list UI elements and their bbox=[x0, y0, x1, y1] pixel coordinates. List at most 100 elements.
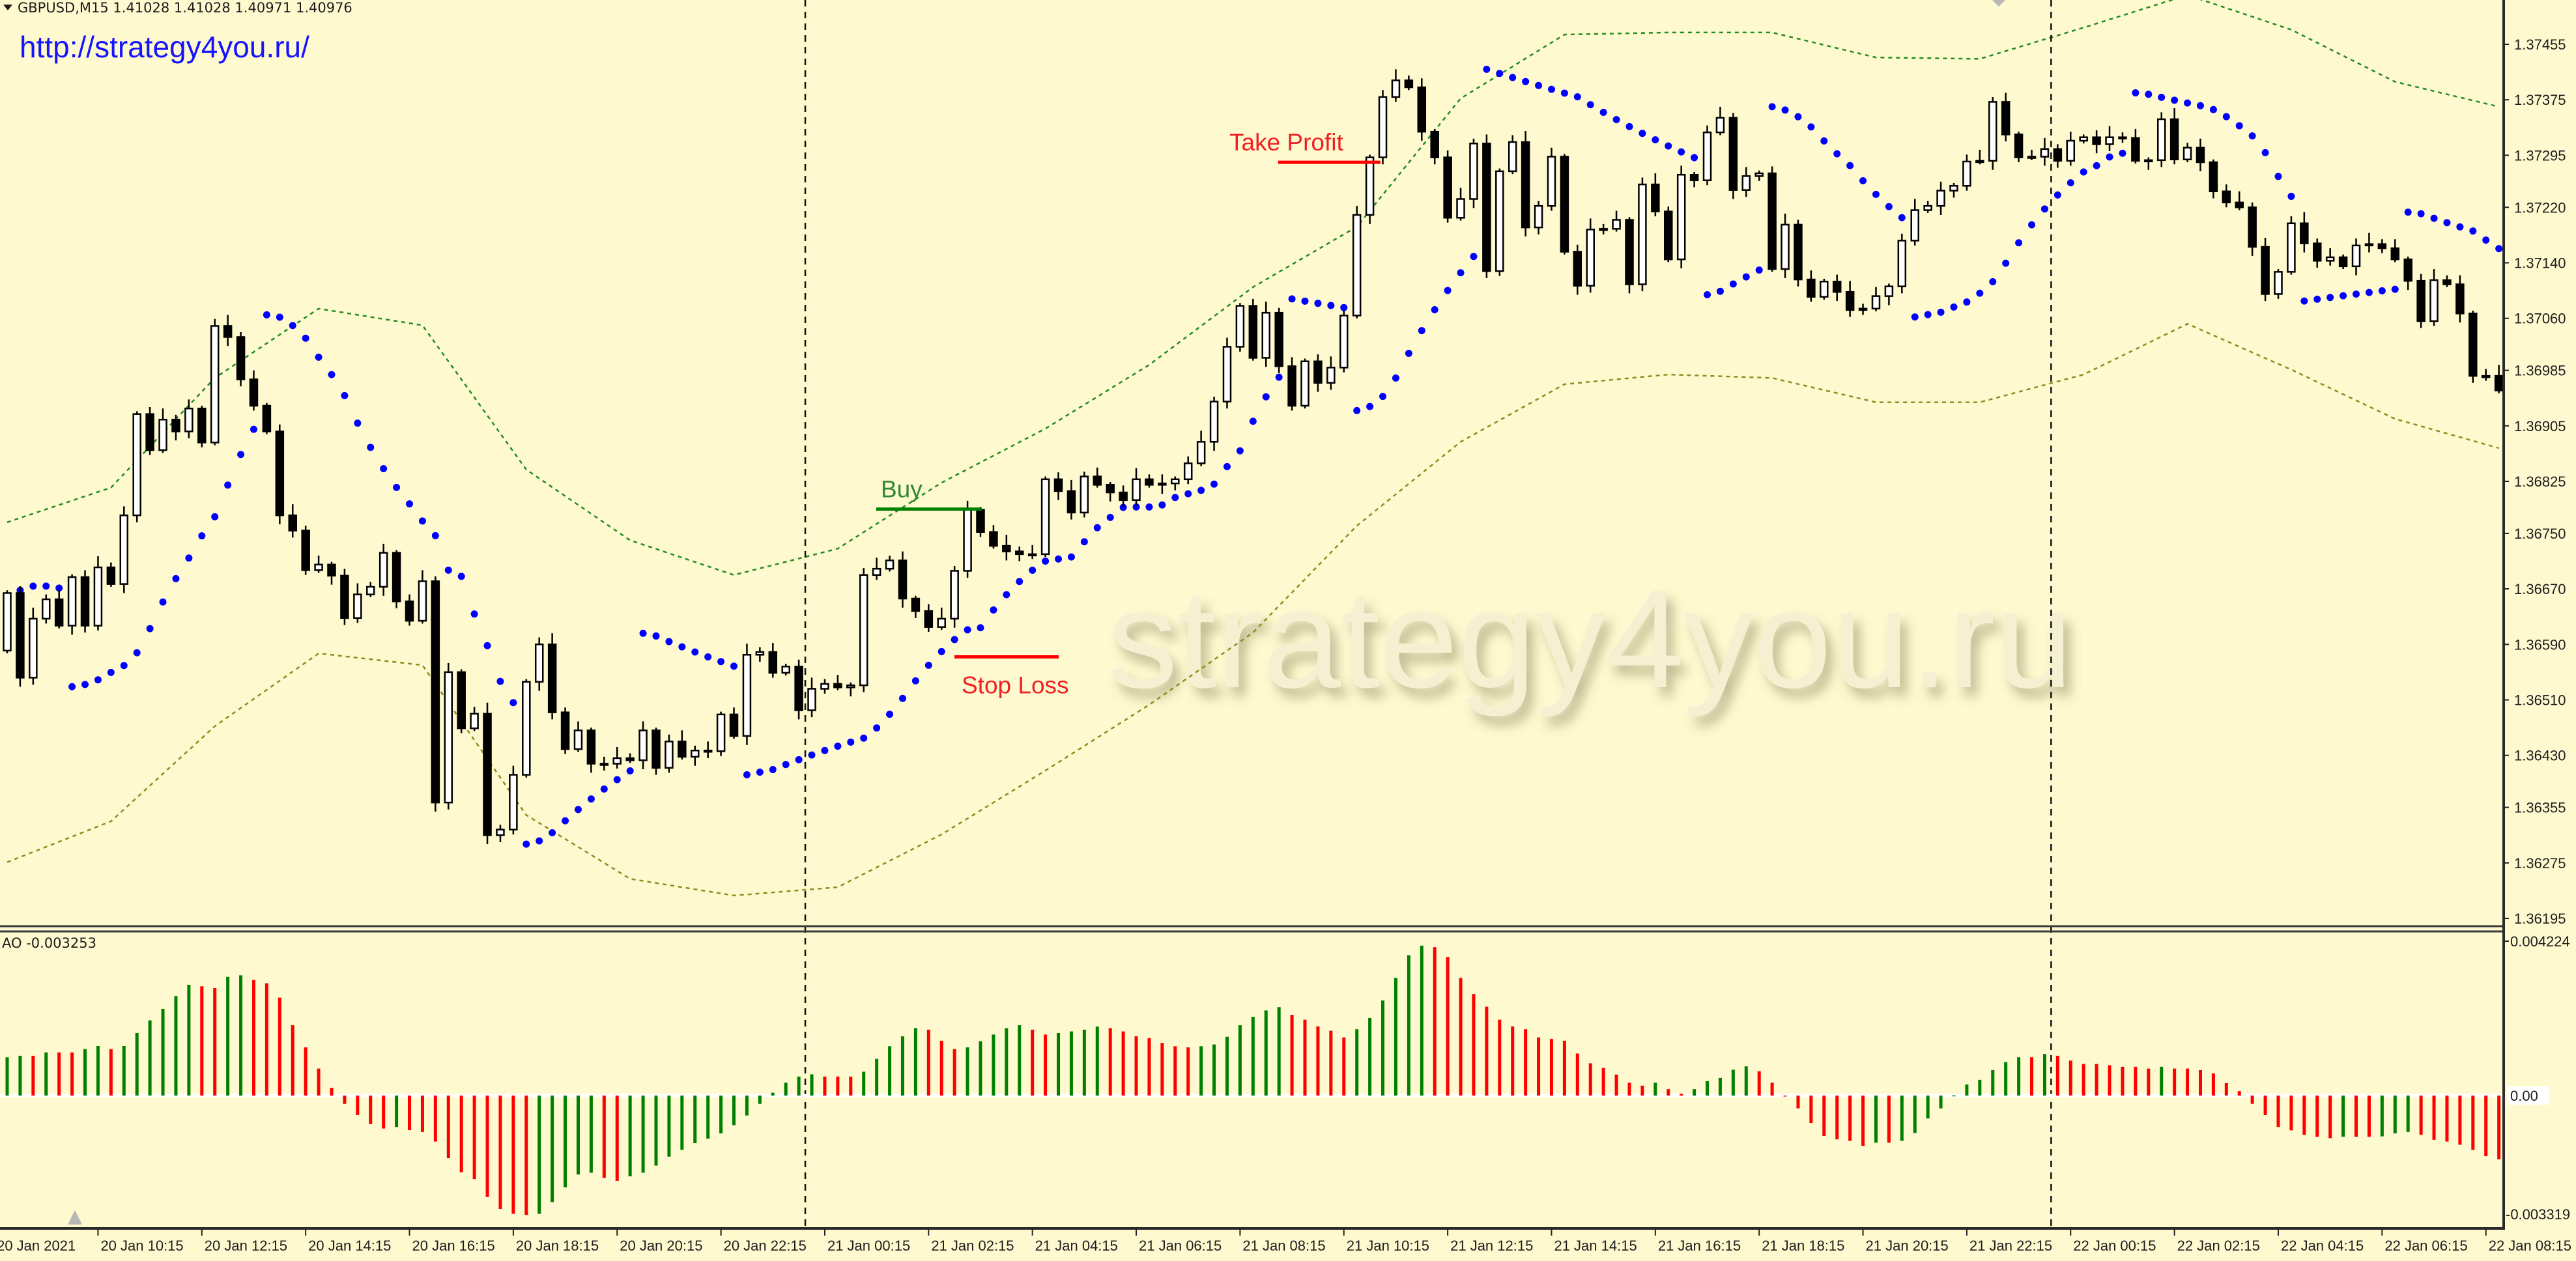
candle bbox=[262, 403, 272, 434]
candle bbox=[379, 543, 388, 596]
sar-dot bbox=[977, 624, 984, 632]
sar-dot bbox=[1392, 374, 1399, 382]
sar-dot bbox=[834, 743, 842, 750]
ao-bar bbox=[2108, 1065, 2111, 1096]
ao-bar bbox=[239, 975, 243, 1096]
time-label: 22 Jan 08:15 bbox=[2489, 1238, 2571, 1254]
price-label: 1.36905 bbox=[2514, 418, 2566, 434]
candle bbox=[1171, 476, 1180, 490]
candle bbox=[1638, 177, 1647, 292]
candle bbox=[405, 594, 414, 626]
bull-candle-body bbox=[1884, 285, 1894, 297]
sar-dot bbox=[911, 677, 919, 685]
sar-dot bbox=[1704, 290, 1711, 298]
bear-candle-body bbox=[1430, 130, 1439, 158]
bear-candle-body bbox=[301, 530, 310, 571]
candle bbox=[2429, 269, 2439, 326]
sar-dot bbox=[1405, 349, 1412, 357]
bear-candle-body bbox=[1689, 173, 1699, 182]
ao-bar bbox=[979, 1041, 982, 1096]
candle bbox=[1807, 270, 1816, 302]
ao-axis-min: -0.003319 bbox=[2506, 1206, 2570, 1223]
candle bbox=[1404, 75, 1414, 91]
sar-dot bbox=[691, 648, 699, 656]
ao-bar bbox=[1069, 1031, 1073, 1096]
ao-bar bbox=[148, 1020, 152, 1096]
sar-dot bbox=[2469, 227, 2477, 235]
sar-dot bbox=[2353, 290, 2360, 298]
sar-dot bbox=[1483, 65, 1491, 73]
ao-bar bbox=[433, 1096, 437, 1142]
price-axis[interactable]: 1.37455 1.37375 1.37295 1.37220 1.37140 1.370… bbox=[2504, 36, 2566, 927]
bull-candle-body bbox=[1365, 156, 1375, 216]
candle bbox=[742, 644, 752, 745]
ao-bar bbox=[1485, 1006, 1489, 1096]
candle bbox=[1183, 456, 1193, 485]
ao-bar bbox=[109, 1049, 113, 1096]
candle bbox=[729, 707, 739, 739]
sar-dot bbox=[1080, 538, 1088, 546]
ao-bar bbox=[1718, 1077, 1722, 1096]
sar-dot bbox=[2482, 236, 2490, 244]
candle bbox=[1274, 307, 1283, 373]
sar-dot bbox=[2106, 153, 2113, 161]
scroll-marker-icon[interactable] bbox=[1992, 0, 2005, 7]
collapse-triangle-icon[interactable] bbox=[3, 5, 12, 10]
bull-candle-body bbox=[612, 757, 622, 765]
candle bbox=[457, 669, 466, 733]
sar-dot bbox=[769, 766, 777, 774]
sar-dot bbox=[1781, 106, 1789, 114]
bull-candle-body bbox=[1183, 462, 1193, 481]
candle bbox=[1482, 134, 1491, 278]
sar-dot bbox=[2093, 162, 2100, 169]
ao-bar bbox=[31, 1055, 35, 1096]
ao-bar bbox=[2186, 1068, 2190, 1096]
candle bbox=[1962, 154, 1971, 191]
ao-bar bbox=[1588, 1063, 1592, 1096]
candle bbox=[1832, 274, 1842, 302]
sar-dot bbox=[1768, 103, 1776, 111]
candle bbox=[1352, 206, 1362, 319]
main-price-pane[interactable] bbox=[0, 0, 2503, 926]
ao-bar bbox=[2211, 1073, 2215, 1096]
bull-candle-body bbox=[2040, 148, 2050, 158]
ao-bar bbox=[1835, 1096, 1839, 1140]
bear-candle-body bbox=[586, 730, 596, 765]
sar-dot bbox=[536, 837, 543, 845]
bear-candle-body bbox=[2092, 136, 2101, 145]
bull-candle-body bbox=[1962, 160, 1971, 187]
site-url[interactable]: http://strategy4you.ru/ bbox=[20, 30, 309, 64]
time-axis[interactable]: 20 Jan 2021 20 Jan 10:15 20 Jan 12:15 20 Ja… bbox=[0, 1228, 2571, 1254]
indicator-label: AO -0.003253 bbox=[2, 935, 96, 951]
sar-dot bbox=[886, 711, 894, 718]
sar-dot bbox=[2196, 102, 2204, 109]
bear-candle-body bbox=[703, 750, 713, 753]
bull-candle-body bbox=[807, 688, 816, 711]
price-label: 1.36275 bbox=[2514, 855, 2566, 871]
candle bbox=[898, 551, 908, 608]
ao-bar bbox=[446, 1096, 450, 1159]
ao-bar bbox=[44, 1052, 48, 1096]
sar-dot bbox=[2456, 223, 2464, 231]
sar-dot bbox=[1197, 487, 1205, 494]
candle bbox=[651, 728, 661, 775]
candles-layer bbox=[3, 69, 2504, 845]
chart-shift-marker-icon[interactable] bbox=[68, 1210, 82, 1225]
bear-candle-body bbox=[924, 610, 934, 628]
ao-bar bbox=[2276, 1096, 2280, 1127]
sar-dot bbox=[1833, 150, 1841, 158]
sar-dot bbox=[1963, 298, 1971, 306]
bear-candle-body bbox=[2338, 256, 2348, 268]
candle bbox=[431, 576, 440, 812]
bear-candle-body bbox=[1832, 281, 1842, 293]
ao-bar bbox=[1433, 947, 1437, 1096]
ao-bar bbox=[1329, 1030, 1333, 1096]
sar-dot bbox=[1003, 591, 1010, 599]
sar-dot bbox=[418, 517, 426, 525]
ao-bar bbox=[343, 1096, 347, 1104]
sar-dot bbox=[2274, 173, 2282, 180]
candle bbox=[1599, 223, 1608, 234]
bull-candle-body bbox=[2066, 139, 2076, 162]
sar-dot bbox=[2417, 210, 2425, 218]
bull-candle-body bbox=[665, 741, 674, 769]
